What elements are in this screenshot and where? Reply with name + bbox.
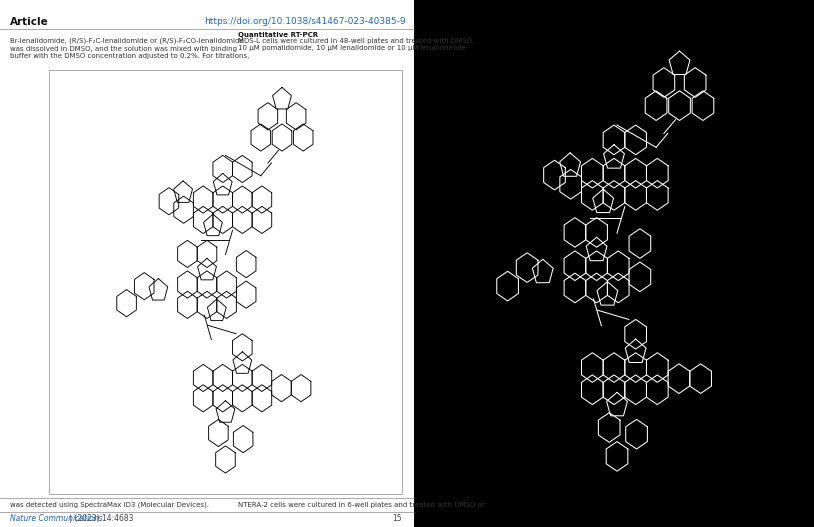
Text: Article: Article [10, 17, 49, 27]
Text: was detected using SpectraMax iD3 (Molecular Devices).: was detected using SpectraMax iD3 (Molec… [10, 502, 208, 508]
Bar [49, 70, 402, 494]
Text: NTERA-2 cells were cultured in 6-well plates and treated with DMSO or: NTERA-2 cells were cultured in 6-well pl… [238, 502, 484, 508]
Bar [414, 0, 814, 527]
Text: https://doi.org/10.1038/s41467-023-40385-9: https://doi.org/10.1038/s41467-023-40385… [204, 17, 405, 26]
Text: MDS-L cells were cultured in 48-well plates and treated with DMSO,
10 μM pomalid: MDS-L cells were cultured in 48-well pla… [238, 38, 474, 52]
Text: Quantitative RT-PCR: Quantitative RT-PCR [238, 32, 317, 37]
Text: Br-lenalidomide, (R/S)-F₂C-lenalidomide or (R/S)-F₂CO-lenalidomide
was dissolved: Br-lenalidomide, (R/S)-F₂C-lenalidomide … [10, 38, 249, 60]
Text: 15: 15 [392, 514, 402, 523]
Text: | (2023) 14:4683: | (2023) 14:4683 [67, 514, 133, 523]
Text: Nature Communications: Nature Communications [10, 514, 103, 523]
Bar [0, 0, 414, 527]
